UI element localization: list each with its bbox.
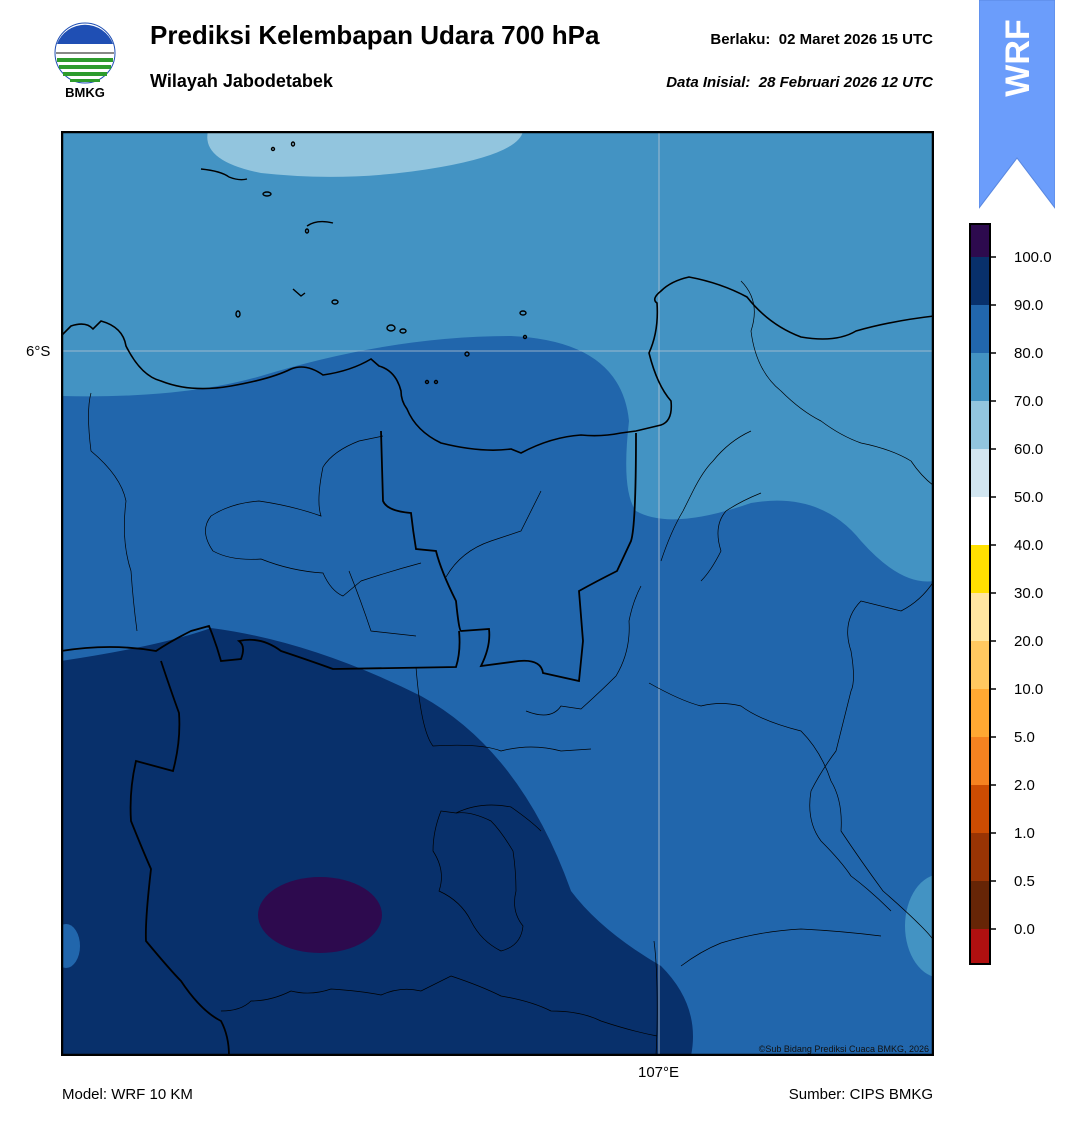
map-frame xyxy=(61,131,934,1056)
init-time: Data Inisial: 28 Februari 2026 12 UTC xyxy=(666,74,933,91)
colorbar-segment xyxy=(970,449,990,497)
regency-boundaries xyxy=(88,280,934,1056)
humidity-zone-60-70 xyxy=(207,131,523,177)
jakarta-boundary xyxy=(380,430,637,683)
humidity-map: ©Sub Bidang Prediksi Cuaca BMKG, 2026 xyxy=(61,131,934,1056)
colorbar-label: 0.0 xyxy=(1014,921,1035,938)
colorbar-label: 30.0 xyxy=(1014,585,1043,602)
model-label: Model: WRF 10 KM xyxy=(62,1086,193,1103)
source-label: Sumber: CIPS BMKG xyxy=(788,1086,933,1103)
colorbar-label: 70.0 xyxy=(1014,393,1043,410)
colorbar-segment xyxy=(970,641,990,689)
valid-value: 02 Maret 2026 15 UTC xyxy=(778,31,933,48)
valid-time: Berlaku: 02 Maret 2026 15 UTC xyxy=(710,31,933,48)
bmkg-logo: BMKG xyxy=(54,22,116,100)
west-boundary xyxy=(129,660,230,1056)
map-title: Prediksi Kelembapan Udara 700 hPa xyxy=(150,20,600,50)
thousand-islands xyxy=(200,141,528,385)
map-copyright: ©Sub Bidang Prediksi Cuaca BMKG, 2026 xyxy=(759,1044,929,1054)
colorbar-label: 10.0 xyxy=(1014,681,1043,698)
wrf-banner-text: WRF xyxy=(999,19,1037,96)
coastline xyxy=(61,276,934,454)
colorbar-segment xyxy=(970,545,990,593)
colorbar-label: 40.0 xyxy=(1014,537,1043,554)
colorbar-segment xyxy=(970,689,990,737)
colorbar-segment xyxy=(970,785,990,833)
colorbar-label: 100.0 xyxy=(1014,249,1052,266)
wrf-banner: WRF xyxy=(979,0,1055,209)
colorbar-label: 80.0 xyxy=(1014,345,1043,362)
humidity-zone-90-100 xyxy=(61,628,693,1056)
colorbar-label: 60.0 xyxy=(1014,441,1043,458)
colorbar-label: 1.0 xyxy=(1014,825,1035,842)
logo-text: BMKG xyxy=(65,85,105,100)
init-label: Data Inisial: xyxy=(666,74,751,91)
colorbar-label: 2.0 xyxy=(1014,777,1035,794)
colorbar-segment xyxy=(970,833,990,881)
longitude-label: 107°E xyxy=(638,1064,680,1081)
colorbar-legend: 100.0 90.0 80.0 70.0 60.0 50.0 40.0 30.0 20.0 10.… xyxy=(969,223,1052,965)
colorbar-segment xyxy=(970,401,990,449)
colorbar-segment xyxy=(970,881,990,929)
colorbar-segment xyxy=(970,353,990,401)
init-value: 28 Februari 2026 12 UTC xyxy=(758,74,933,91)
valid-label: Berlaku: xyxy=(710,31,771,48)
colorbar-label: 20.0 xyxy=(1014,633,1043,650)
colorbar-label: 5.0 xyxy=(1014,729,1035,746)
colorbar-label: 50.0 xyxy=(1014,489,1043,506)
colorbar-segment xyxy=(970,737,990,785)
humidity-pocket-west xyxy=(61,924,80,968)
colorbar-segment xyxy=(970,305,990,353)
colorbar-segment xyxy=(970,497,990,545)
map-subtitle: Wilayah Jabodetabek xyxy=(150,71,333,91)
humidity-zone-100-plus xyxy=(258,877,382,953)
colorbar-segment xyxy=(970,593,990,641)
latitude-label: 6°S xyxy=(26,343,51,360)
colorbar-segment xyxy=(970,257,990,305)
colorbar-label: 90.0 xyxy=(1014,297,1043,314)
colorbar-segment xyxy=(970,929,990,964)
humidity-pocket-east xyxy=(905,875,934,977)
colorbar-segment xyxy=(970,224,990,257)
colorbar-label: 0.5 xyxy=(1014,873,1035,890)
colorbar-frame xyxy=(969,223,991,965)
province-boundary xyxy=(61,624,461,670)
